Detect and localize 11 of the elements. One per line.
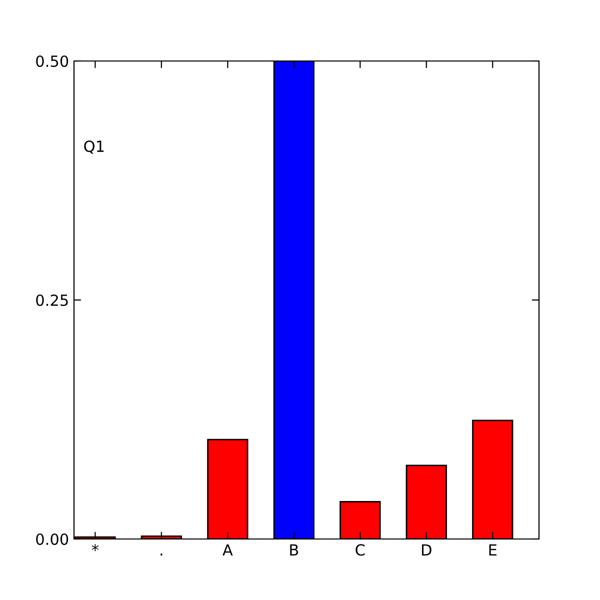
x-tick-label: * <box>92 544 99 552</box>
x-tick-label: C <box>356 544 365 556</box>
x-tick-label: A <box>222 544 233 556</box>
annotation: Q1 <box>84 140 104 154</box>
x-tick-label: . <box>160 554 162 556</box>
y-tick-label: 0.00 <box>36 533 68 546</box>
x-tick-label: B <box>290 544 298 556</box>
x-tick-label: D <box>422 544 432 556</box>
y-tick-label: 0.50 <box>36 55 68 68</box>
x-tick-label: E <box>489 544 496 556</box>
y-tick-label: 0.25 <box>36 294 68 306</box>
